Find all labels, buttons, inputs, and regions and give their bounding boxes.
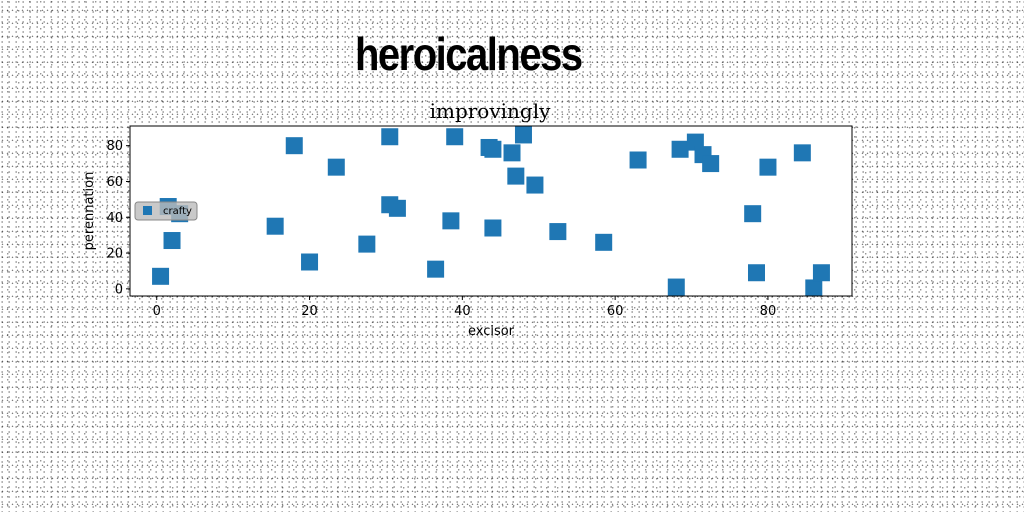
data-point: [484, 140, 502, 158]
data-point: [163, 232, 181, 250]
data-point: [285, 137, 303, 155]
data-point: [327, 158, 345, 176]
data-point: [507, 167, 525, 185]
data-point: [793, 144, 811, 162]
y-tick-label: 40: [106, 211, 123, 226]
y-tick-label: 0: [115, 282, 123, 297]
data-point: [812, 264, 830, 282]
data-points: [152, 126, 830, 297]
data-point: [514, 126, 532, 144]
data-point: [301, 253, 319, 271]
page-title: heroicalness: [355, 29, 583, 81]
data-point: [805, 279, 823, 297]
data-point: [629, 151, 647, 169]
legend: crafty: [134, 201, 198, 221]
x-tick-label: 0: [153, 304, 161, 319]
data-point: [595, 233, 613, 251]
data-point: [744, 205, 762, 223]
legend-label: crafty: [163, 206, 192, 217]
data-point: [152, 267, 170, 285]
plot-frame: [129, 125, 853, 297]
data-point: [388, 199, 406, 217]
data-point: [442, 212, 460, 230]
data-point: [549, 223, 567, 241]
data-point: [667, 278, 685, 296]
data-point: [427, 260, 445, 278]
x-tick-label: 80: [760, 304, 777, 319]
data-point: [381, 128, 399, 146]
x-tick-label: 20: [301, 304, 318, 319]
data-point: [266, 217, 284, 235]
data-point: [671, 140, 689, 158]
data-point: [446, 128, 464, 146]
y-tick-label: 20: [106, 247, 123, 262]
x-tick-label: 60: [607, 304, 624, 319]
data-point: [702, 155, 720, 173]
data-point: [358, 235, 376, 253]
legend-marker: [143, 206, 152, 215]
data-point: [484, 219, 502, 237]
y-tick-label: 80: [106, 139, 123, 154]
chart-subtitle: improvingly: [430, 99, 552, 123]
x-axis: 0 20 40 60 80: [153, 296, 777, 319]
data-point: [526, 176, 544, 194]
x-axis-label: excisor: [468, 324, 515, 339]
y-axis: 0 20 40 60 80: [106, 139, 130, 297]
y-axis-label: perennation: [82, 172, 97, 251]
data-point: [759, 158, 777, 176]
data-point: [503, 144, 521, 162]
data-point: [747, 264, 765, 282]
x-tick-label: 40: [454, 304, 471, 319]
y-tick-label: 60: [106, 175, 123, 190]
